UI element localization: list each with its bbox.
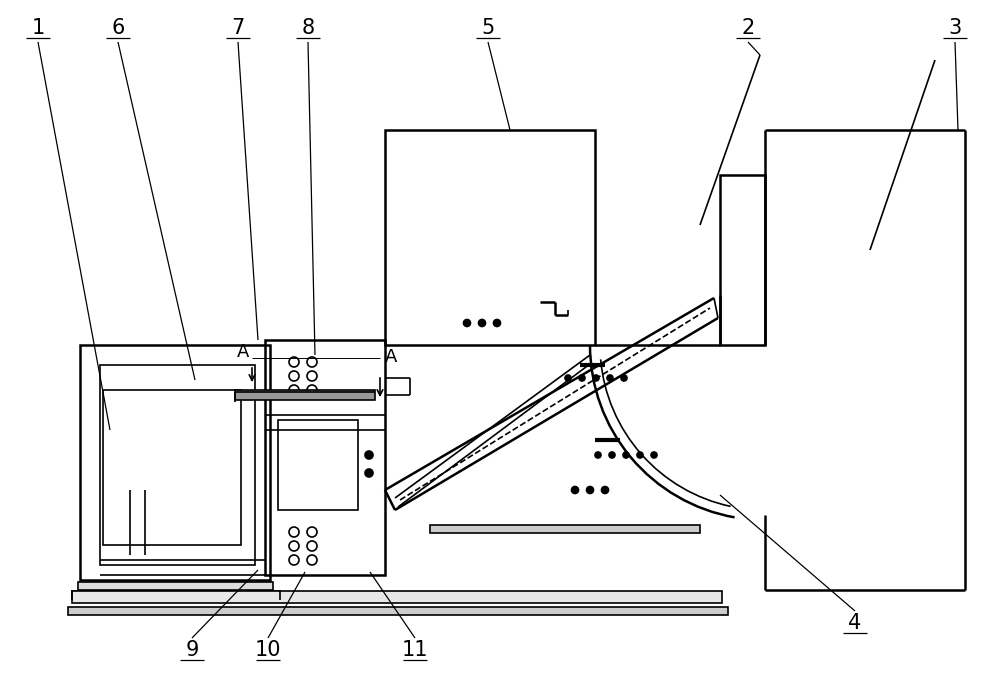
Circle shape (365, 469, 373, 477)
Circle shape (593, 375, 599, 381)
Bar (278, 420, 358, 510)
Text: A: A (385, 348, 397, 366)
Circle shape (365, 451, 373, 459)
Bar (78, 582, 273, 590)
Bar (235, 390, 375, 400)
Circle shape (602, 486, 608, 493)
Circle shape (595, 452, 601, 458)
Text: A: A (237, 343, 249, 361)
Circle shape (623, 452, 629, 458)
Circle shape (565, 375, 571, 381)
Bar (72, 591, 722, 603)
Circle shape (621, 375, 627, 381)
Text: 10: 10 (255, 640, 281, 660)
Text: 4: 4 (848, 613, 862, 633)
Bar (80, 345, 270, 580)
Bar (103, 390, 241, 545)
Circle shape (494, 319, 501, 327)
Circle shape (651, 452, 657, 458)
Text: 5: 5 (481, 18, 495, 38)
Text: 11: 11 (402, 640, 428, 660)
Circle shape (479, 319, 486, 327)
Bar (68, 607, 728, 615)
Circle shape (579, 375, 585, 381)
Circle shape (609, 452, 615, 458)
Bar (72, 591, 279, 598)
Circle shape (586, 486, 594, 493)
Text: 3: 3 (948, 18, 962, 38)
Text: 1: 1 (31, 18, 45, 38)
Circle shape (464, 319, 471, 327)
Text: 8: 8 (301, 18, 315, 38)
Bar (100, 365, 255, 565)
Text: 2: 2 (741, 18, 755, 38)
Circle shape (637, 452, 643, 458)
Bar (385, 130, 595, 345)
Text: 7: 7 (231, 18, 245, 38)
Bar (265, 340, 385, 575)
Bar (430, 525, 700, 533)
Circle shape (572, 486, 578, 493)
Circle shape (607, 375, 613, 381)
Bar (720, 175, 765, 345)
Text: 9: 9 (185, 640, 199, 660)
Text: 6: 6 (111, 18, 125, 38)
